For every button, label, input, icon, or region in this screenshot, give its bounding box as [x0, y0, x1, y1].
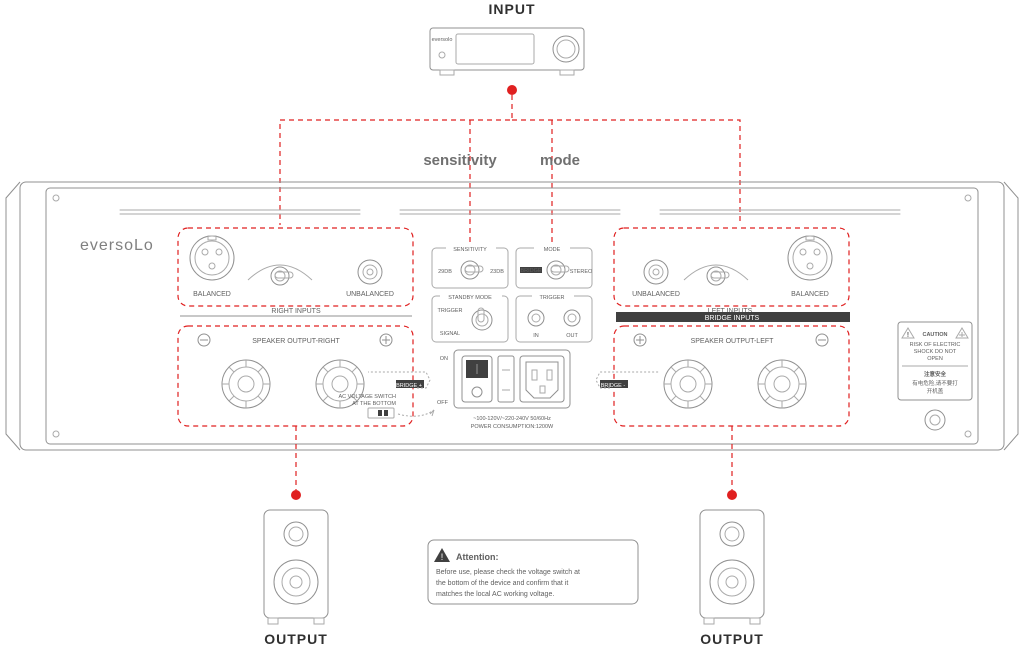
amplifier-chassis: eversoLo [6, 182, 1018, 450]
svg-text:SENSITIVITY: SENSITIVITY [453, 247, 487, 253]
sensitivity-box: SENSITIVITY 29DB 23DB [432, 244, 508, 288]
svg-text:UNBALANCED: UNBALANCED [346, 291, 394, 298]
standby-box: STANDBY MODE TRIGGER SIGNAL [432, 292, 508, 342]
svg-text:~100-120V/~220-240V 50/60Hz: ~100-120V/~220-240V 50/60Hz [473, 416, 551, 422]
svg-text:SHOCK DO NOT: SHOCK DO NOT [914, 349, 957, 355]
svg-text:STANDBY MODE: STANDBY MODE [448, 295, 492, 301]
svg-text:Attention:: Attention: [456, 552, 499, 562]
svg-text:the bottom of the device and c: the bottom of the device and confirm tha… [436, 580, 568, 587]
svg-text:BRIDGE INPUTS: BRIDGE INPUTS [705, 315, 760, 322]
svg-text:SIGNAL: SIGNAL [440, 331, 460, 337]
svg-text:RISK OF ELECTRIC: RISK OF ELECTRIC [910, 342, 961, 348]
attention-box: ! Attention: Before use, please check th… [428, 540, 638, 604]
brand-text: eversoLo [80, 237, 154, 254]
svg-text:ON: ON [440, 356, 448, 362]
right-inputs-group: BALANCED UNBALANCED RIGHT INPUTS [178, 228, 413, 316]
svg-text:SPEAKER OUTPUT-RIGHT: SPEAKER OUTPUT-RIGHT [252, 338, 340, 345]
source-device: eversolo [430, 28, 584, 75]
svg-text:OPEN: OPEN [927, 356, 943, 362]
speaker-left-icon [264, 510, 328, 624]
svg-text:eversolo: eversolo [432, 37, 453, 43]
sensitivity-label: sensitivity [423, 152, 497, 169]
power-block: ON OFF ~100-120V/~220-240V 50/60Hz POWER… [437, 350, 570, 430]
svg-text:开机盖: 开机盖 [927, 387, 944, 395]
output-label-right: OUTPUT [700, 631, 764, 647]
svg-text:UNBALANCED: UNBALANCED [632, 291, 680, 298]
svg-text:RIGHT INPUTS: RIGHT INPUTS [271, 308, 321, 315]
svg-text:OFF: OFF [437, 400, 449, 406]
svg-text:IN: IN [533, 333, 539, 339]
output-dot-right [727, 490, 737, 500]
trigger-box: TRIGGER IN OUT [516, 292, 592, 342]
svg-text:注意安全: 注意安全 [924, 370, 947, 378]
svg-text:TRIGGER: TRIGGER [539, 295, 564, 301]
svg-text:MODE: MODE [544, 247, 561, 253]
svg-text:!: ! [907, 332, 909, 339]
svg-text:matches the local AC working v: matches the local AC working voltage. [436, 591, 554, 598]
mode-label: mode [540, 152, 580, 169]
speaker-right-icon [700, 510, 764, 624]
svg-text:BALANCED: BALANCED [791, 291, 829, 298]
svg-text:Before use, please check the v: Before use, please check the voltage swi… [436, 569, 580, 576]
svg-text:有电危险,请不要打: 有电危险,请不要打 [912, 379, 958, 387]
output-dot-left [291, 490, 301, 500]
voltage-note: AC VOLTAGE SWITCH AT THE BOTTOM [338, 394, 434, 418]
svg-text:OUT: OUT [566, 333, 578, 339]
svg-text:29DB: 29DB [438, 269, 452, 275]
speaker-output-right-group: SPEAKER OUTPUT-RIGHT BRIDGE + [178, 326, 430, 426]
svg-text:AC VOLTAGE SWITCH: AC VOLTAGE SWITCH [338, 394, 396, 400]
svg-text:STEREO: STEREO [570, 269, 593, 275]
svg-text:TRIGGER: TRIGGER [437, 308, 462, 314]
input-dot [507, 85, 517, 95]
svg-text:BALANCED: BALANCED [193, 291, 231, 298]
svg-text:BRIDGE: BRIDGE [520, 268, 541, 274]
svg-text:23DB: 23DB [490, 269, 504, 275]
svg-text:POWER CONSUMPTION:1200W: POWER CONSUMPTION:1200W [471, 424, 554, 430]
svg-text:CAUTION: CAUTION [922, 332, 947, 338]
bridge-inputs-bar: BRIDGE INPUTS [616, 312, 850, 322]
svg-text:AT THE BOTTOM: AT THE BOTTOM [352, 401, 396, 407]
svg-text:!: ! [441, 552, 444, 562]
mode-box: MODE BRIDGE STEREO [516, 244, 593, 288]
input-label: INPUT [489, 1, 536, 17]
svg-text:SPEAKER OUTPUT-LEFT: SPEAKER OUTPUT-LEFT [691, 338, 775, 345]
speaker-output-left-group: SPEAKER OUTPUT-LEFT BRIDGE - [596, 326, 849, 426]
output-label-left: OUTPUT [264, 631, 328, 647]
dash-to-left-inputs [512, 120, 740, 225]
caution-box: ! CAUTION RISK OF ELECTRIC SHOCK DO NOT … [898, 322, 972, 430]
left-inputs-group: UNBALANCED BALANCED LEFT INPUTS [614, 228, 849, 315]
